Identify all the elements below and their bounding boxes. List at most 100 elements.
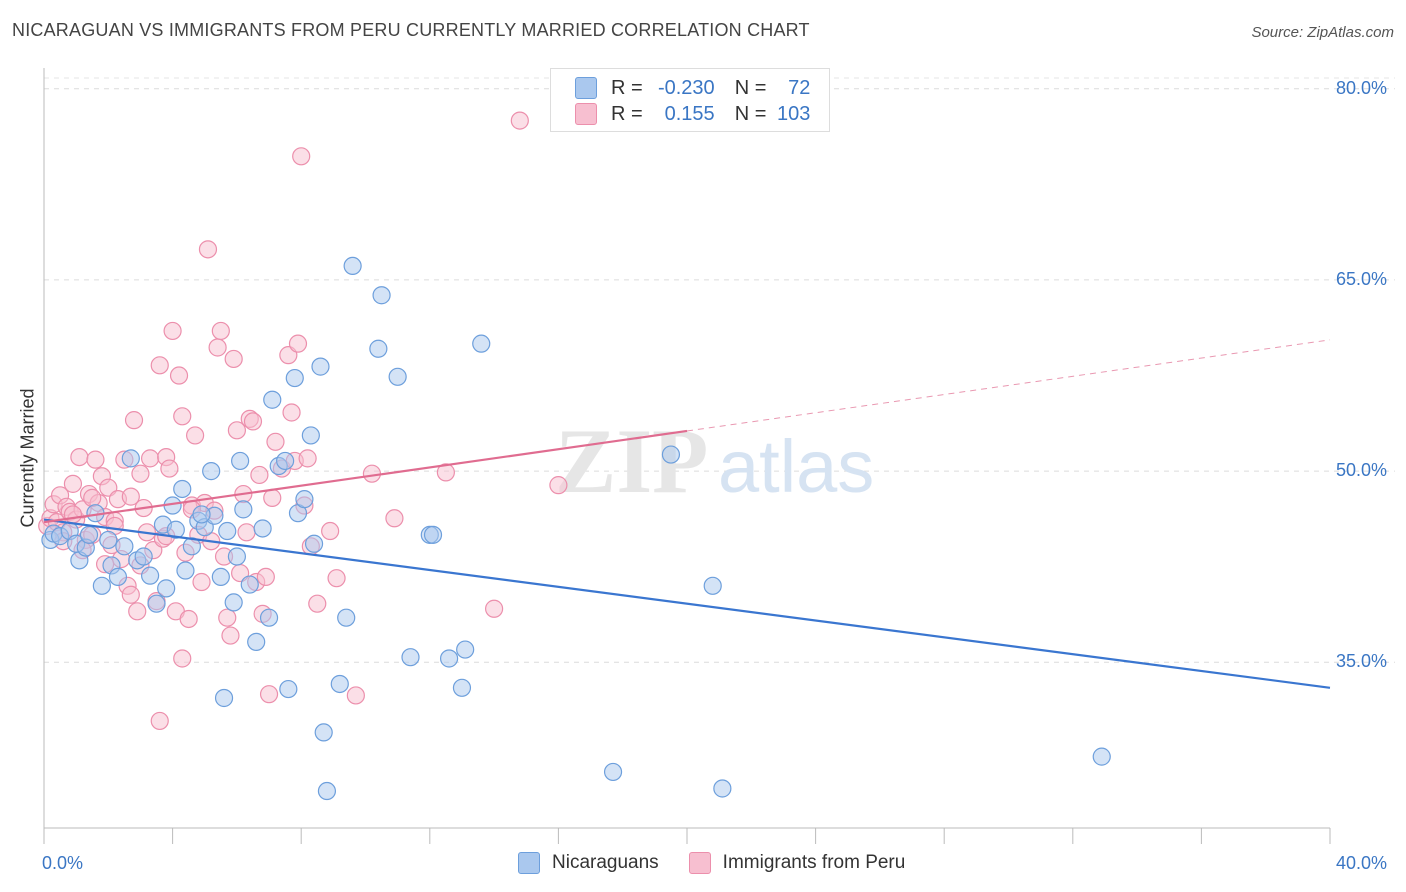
data-point-nicaraguans [211, 567, 230, 587]
data-point-nicaraguans [703, 576, 722, 595]
legend-r-value: 0.155 [664, 102, 715, 125]
data-point-nicaraguans [311, 357, 330, 376]
data-point-peru [436, 463, 455, 482]
legend-r-label: R = [611, 76, 643, 99]
data-point-peru [173, 649, 192, 668]
data-point-nicaraguans [224, 593, 243, 612]
legend-row-nicaraguans: R = -0.230 N = 72 [575, 75, 810, 101]
data-point-peru [121, 487, 140, 506]
legend-swatch-peru [688, 852, 711, 874]
data-point-peru [266, 432, 285, 451]
data-point-nicaraguans [314, 723, 333, 742]
data-point-peru [163, 321, 182, 341]
series-immigrants-from-peru [38, 111, 568, 731]
legend-n-value: 103 [777, 102, 811, 125]
data-point-nicaraguans [276, 451, 295, 471]
data-point-nicaraguans [603, 762, 623, 782]
legend-item-peru[interactable]: Immigrants from Peru [688, 852, 906, 874]
data-point-nicaraguans [202, 462, 221, 481]
legend-row-peru: R = 0.155 N = 103 [575, 101, 810, 127]
data-point-nicaraguans [176, 561, 195, 580]
data-point-nicaraguans [452, 678, 472, 697]
data-point-nicaraguans [147, 594, 166, 613]
correlation-legend: R = -0.230 N = 72 R = 0.155 N = 103 [550, 68, 830, 132]
data-point-nicaraguans [337, 608, 356, 627]
trend-lines [43, 339, 1331, 689]
axes [43, 68, 1331, 844]
series-legend: Nicaraguans Immigrants from Peru [518, 852, 935, 874]
data-point-nicaraguans [439, 649, 459, 668]
data-point-nicaraguans [713, 779, 732, 798]
watermark-zip: ZIP [555, 410, 708, 512]
watermark: ZIP atlas [555, 410, 874, 512]
data-point-peru [263, 488, 282, 507]
data-point-peru [173, 407, 192, 426]
data-point-peru [362, 464, 382, 483]
y-tick-label: 80.0% [1336, 77, 1388, 98]
data-point-nicaraguans [79, 525, 99, 544]
watermark-atlas: atlas [718, 425, 874, 508]
legend-label-nicaraguans: Nicaraguans [552, 852, 659, 873]
data-point-nicaraguans [401, 648, 420, 667]
data-point-nicaraguans [285, 368, 304, 388]
legend-r-label: R = [611, 102, 643, 125]
data-point-nicaraguans [234, 500, 253, 519]
data-point-nicaraguans [231, 451, 250, 471]
data-point-peru [63, 505, 83, 524]
data-point-peru [227, 421, 246, 440]
data-point-nicaraguans [472, 334, 491, 353]
data-point-nicaraguans [263, 390, 282, 409]
legend-n-label: N = [734, 102, 767, 125]
data-point-nicaraguans [295, 490, 314, 509]
data-point-nicaraguans [343, 256, 362, 276]
data-point-nicaraguans [99, 530, 118, 550]
data-point-peru [124, 411, 144, 430]
data-point-peru [160, 459, 179, 478]
data-point-nicaraguans [166, 520, 185, 539]
data-point-peru [150, 711, 169, 731]
data-point-peru [250, 465, 269, 485]
data-point-peru [83, 488, 102, 507]
data-point-peru [169, 366, 189, 385]
x-tick-label-max: 40.0% [1336, 853, 1388, 873]
data-point-nicaraguans [115, 537, 134, 556]
data-point-nicaraguans [423, 525, 443, 544]
data-point-nicaraguans [192, 505, 211, 524]
legend-label-peru: Immigrants from Peru [722, 852, 906, 873]
data-point-peru [221, 626, 240, 645]
data-point-nicaraguans [372, 286, 391, 305]
source-label: Source: ZipAtlas.com [1251, 24, 1394, 41]
x-tick-label-min: 0.0% [42, 853, 84, 873]
data-point-peru [327, 569, 346, 588]
legend-n-value: 72 [788, 76, 811, 99]
data-point-peru [385, 509, 404, 528]
chart-title: NICARAGUAN VS IMMIGRANTS FROM PERU CURRE… [12, 20, 810, 40]
data-point-peru [346, 686, 365, 705]
legend-item-nicaraguans[interactable]: Nicaraguans [518, 852, 659, 874]
trend-line-peru-extension [686, 339, 1331, 432]
y-tick-label: 65.0% [1336, 268, 1388, 289]
data-point-nicaraguans [240, 575, 259, 594]
data-point-nicaraguans [247, 632, 266, 652]
data-point-peru [288, 334, 308, 353]
legend-swatch-nicaraguans [575, 77, 597, 99]
legend-swatch-peru [575, 103, 597, 125]
data-point-peru [224, 349, 243, 369]
data-point-peru [510, 111, 529, 130]
series-nicaraguans [41, 256, 1111, 801]
data-point-peru [192, 572, 211, 592]
data-point-peru [308, 594, 327, 613]
data-point-peru [150, 356, 169, 375]
data-point-nicaraguans [661, 445, 681, 464]
trend-line-peru [43, 429, 688, 524]
data-point-peru [549, 476, 568, 495]
data-point-peru [198, 240, 218, 259]
legend-n-label: N = [734, 76, 767, 99]
data-point-peru [259, 685, 279, 704]
data-point-peru [63, 474, 83, 493]
data-point-peru [485, 599, 504, 618]
data-point-nicaraguans [227, 547, 246, 566]
data-point-peru [218, 608, 237, 627]
legend-swatch-nicaraguans [518, 852, 540, 874]
